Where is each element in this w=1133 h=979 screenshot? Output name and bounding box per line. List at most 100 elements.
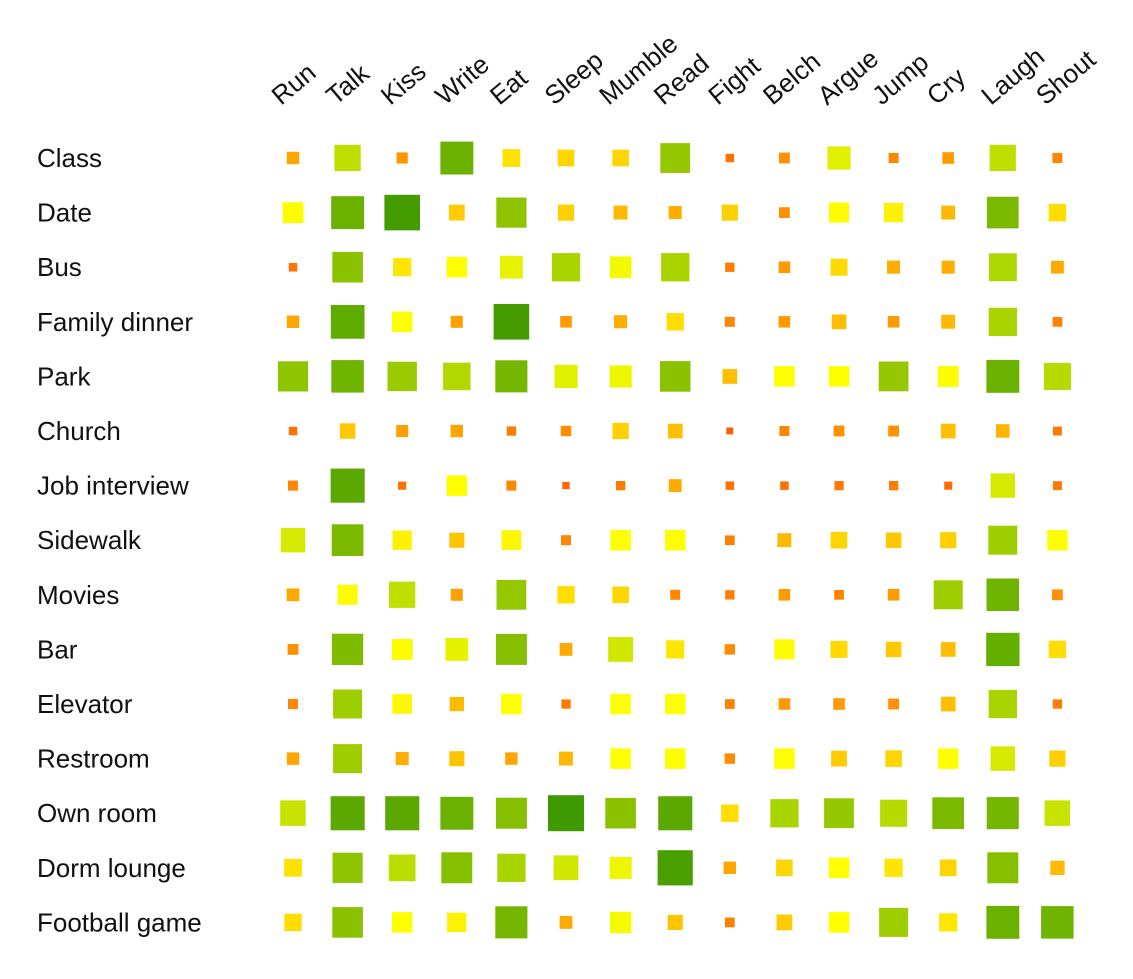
heatmap-cell (988, 689, 1017, 719)
heatmap-cell (333, 744, 363, 774)
heatmap-cell (777, 533, 792, 548)
heatmap-cell (493, 304, 530, 340)
heatmap-cell (778, 316, 791, 328)
heatmap-cell (778, 698, 791, 710)
heatmap-cell (1053, 426, 1062, 436)
heatmap-cell (933, 580, 963, 610)
heatmap-cell (721, 804, 739, 822)
heatmap-cells (277, 141, 1074, 939)
column-label-write: Write (429, 49, 494, 111)
heatmap-cell (286, 752, 300, 765)
heatmap-cell (495, 797, 527, 829)
heatmap-cell (887, 589, 900, 601)
heatmap-cell (610, 748, 631, 769)
heatmap-cell (939, 859, 957, 877)
row-label-football-game: Football game (37, 907, 202, 937)
heatmap-cell (496, 579, 527, 610)
heatmap-cell (559, 916, 573, 929)
row-labels: Class Date Bus Family dinner Park Church Job i… (37, 143, 202, 937)
heatmap-cell (944, 481, 953, 490)
row-label-class: Class (37, 143, 102, 173)
heatmap-cell (1047, 530, 1068, 551)
heatmap-cell (880, 799, 908, 827)
heatmap-cell (780, 481, 789, 490)
column-label-fight: Fight (702, 50, 766, 111)
heatmap-cell (665, 748, 686, 769)
heatmap-cell (831, 750, 847, 767)
heatmap-cell (725, 481, 735, 490)
heatmap-cell (385, 796, 420, 831)
heatmap-cell (940, 423, 956, 439)
heatmap-cell (660, 143, 691, 173)
heatmap-cell (665, 530, 686, 551)
heatmap-cell (988, 525, 1018, 555)
heatmap-cell (828, 857, 850, 879)
heatmap-cell (443, 362, 471, 391)
heatmap-cell (888, 153, 899, 163)
heatmap-cell (661, 253, 690, 282)
heatmap-cell (830, 258, 848, 276)
heatmap-cell (500, 255, 523, 279)
heatmap-cell (288, 426, 298, 436)
heatmap-cell (942, 152, 954, 164)
heatmap-cell (553, 855, 579, 881)
column-label-run: Run (266, 57, 322, 111)
row-label-church: Church (37, 416, 121, 446)
heatmap-cell (828, 366, 850, 387)
heatmap-cell (670, 589, 681, 600)
heatmap-cell (332, 907, 363, 938)
heatmap-cell (723, 861, 736, 874)
heatmap-cell (668, 479, 682, 492)
heatmap-cell (609, 365, 632, 388)
heatmap-cell (779, 426, 790, 436)
heatmap-cell (939, 913, 958, 932)
heatmap-cell (824, 798, 854, 829)
heatmap-cell (616, 481, 626, 491)
heatmap-cell (666, 640, 685, 659)
heatmap-cell (337, 584, 358, 605)
row-label-job-interview: Job interview (37, 471, 189, 501)
heatmap-cell (280, 800, 306, 826)
heatmap-cell (722, 369, 738, 384)
heatmap-cell (441, 852, 473, 884)
heatmap-cell (940, 696, 956, 712)
heatmap-cell (557, 586, 575, 604)
heatmap-cell (774, 366, 795, 387)
heatmap-cell (392, 694, 412, 714)
heatmap-cell (986, 578, 1019, 611)
heatmap-cell (333, 689, 363, 719)
heatmap-cell (613, 205, 628, 220)
heatmap-cell (831, 314, 847, 330)
heatmap-cell (560, 316, 572, 328)
heatmap-cell (286, 315, 300, 328)
heatmap-cell (941, 314, 956, 329)
heatmap-cell (449, 751, 465, 767)
heatmap-cell (938, 748, 959, 769)
heatmap-cell (778, 261, 791, 273)
row-label-bus: Bus (37, 252, 82, 282)
heatmap-cell (495, 633, 527, 665)
column-label-talk: Talk (320, 57, 375, 110)
heatmap-cell (284, 913, 302, 932)
heatmap-cell (501, 530, 522, 550)
heatmap-cell (778, 589, 791, 601)
heatmap-cell (658, 796, 693, 831)
heatmap-cell (990, 746, 1015, 771)
heatmap-cell (450, 424, 463, 438)
heatmap-cell (277, 361, 309, 392)
heatmap-cell (725, 917, 735, 928)
heatmap-cell (391, 311, 413, 333)
heatmap-cell (1051, 260, 1064, 274)
column-label-jump: Jump (866, 47, 934, 111)
heatmap-cell (668, 206, 682, 220)
heatmap-cell (659, 361, 691, 392)
heatmap-cell (830, 531, 848, 549)
heatmap-cell (446, 475, 468, 496)
heatmap-cell (885, 750, 902, 767)
heatmap-cell (889, 481, 899, 491)
heatmap-cell (506, 480, 517, 491)
heatmap-cell (724, 644, 735, 655)
heatmap-cell (561, 699, 571, 709)
column-label-sleep: Sleep (539, 45, 609, 111)
heatmap-cell (940, 642, 956, 657)
